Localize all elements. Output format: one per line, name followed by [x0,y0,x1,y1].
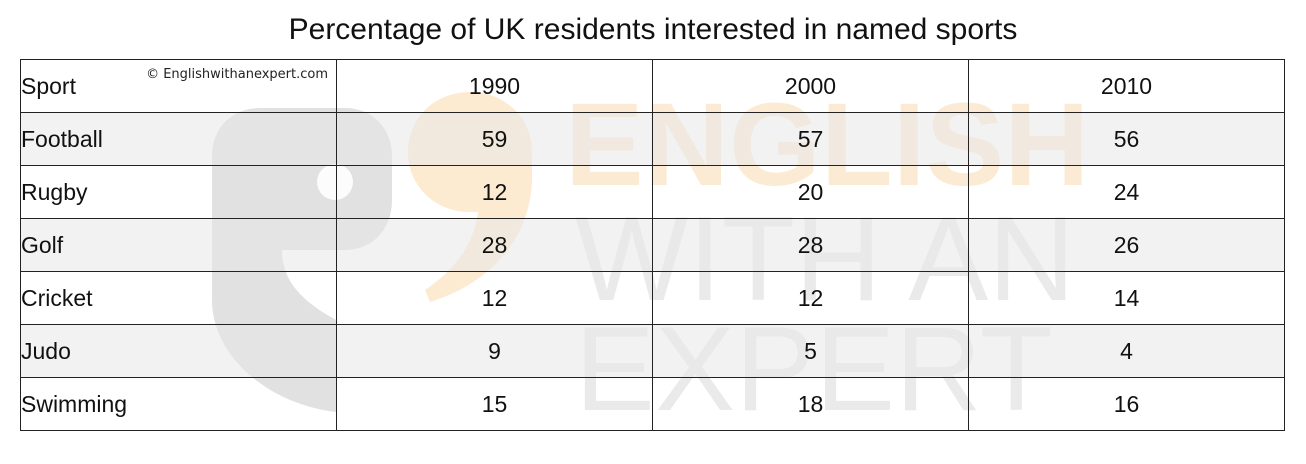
cell-value: 56 [968,112,1285,166]
cell-value: 4 [968,324,1285,378]
table-header-row: Sport © Englishwithanexpert.com 1990 200… [20,59,1285,113]
cell-value: 9 [336,324,653,378]
cell-value: 26 [968,218,1285,272]
copyright-notice: © Englishwithanexpert.com [146,67,328,82]
cell-value: 15 [336,377,653,431]
row-label: Rugby [20,165,337,219]
table-row: Football 59 57 56 [20,112,1285,166]
cell-value: 28 [652,218,969,272]
table-row: Judo 9 5 4 [20,324,1285,378]
cell-value: 16 [968,377,1285,431]
header-cell-sport: Sport © Englishwithanexpert.com [20,59,337,113]
chart-title: Percentage of UK residents interested in… [288,13,1018,46]
header-label-sport: Sport [21,72,76,99]
data-table: Sport © Englishwithanexpert.com 1990 200… [20,59,1285,431]
row-label: Football [20,112,337,166]
table-row: Cricket 12 12 14 [20,271,1285,325]
cell-value: 12 [336,165,653,219]
table-row: Rugby 12 20 24 [20,165,1285,219]
cell-value: 18 [652,377,969,431]
cell-value: 12 [652,271,969,325]
header-cell-2000: 2000 [652,59,969,113]
cell-value: 24 [968,165,1285,219]
table-row: Swimming 15 18 16 [20,377,1285,431]
header-cell-2010: 2010 [968,59,1285,113]
cell-value: 20 [652,165,969,219]
cell-value: 14 [968,271,1285,325]
row-label: Swimming [20,377,337,431]
row-label: Judo [20,324,337,378]
row-label: Golf [20,218,337,272]
cell-value: 59 [336,112,653,166]
cell-value: 12 [336,271,653,325]
row-label: Cricket [20,271,337,325]
table-row: Golf 28 28 26 [20,218,1285,272]
cell-value: 5 [652,324,969,378]
header-cell-1990: 1990 [336,59,653,113]
cell-value: 57 [652,112,969,166]
cell-value: 28 [336,218,653,272]
